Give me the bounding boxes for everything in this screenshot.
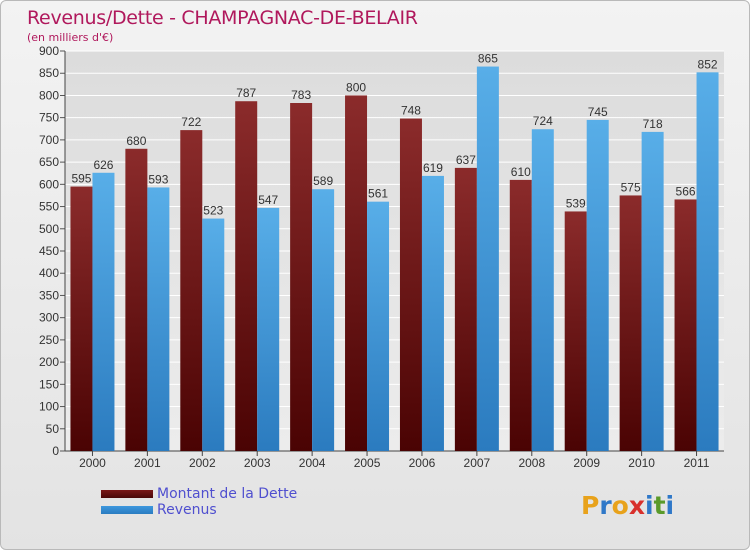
bar-revenue [641, 131, 664, 451]
logo-letter: o [611, 491, 629, 520]
y-tick-label: 400 [39, 266, 59, 280]
data-label: 724 [533, 114, 553, 128]
bar-debt [125, 148, 148, 451]
x-tick-label: 2009 [573, 456, 600, 470]
x-tick-label: 2007 [464, 456, 491, 470]
y-tick-label: 700 [39, 133, 59, 147]
chart-subtitle: (en milliers d'€) [27, 31, 114, 44]
y-tick-label: 300 [39, 311, 59, 325]
data-label: 787 [236, 86, 256, 100]
logo-letter: t [653, 491, 666, 520]
data-label: 619 [423, 161, 443, 175]
x-tick-label: 2001 [134, 456, 161, 470]
bar-debt [454, 167, 477, 451]
bar-revenue [531, 129, 554, 451]
bar-debt [70, 186, 93, 452]
legend-swatch-debt [101, 490, 153, 498]
bar-debt [509, 179, 532, 451]
data-label: 865 [478, 52, 498, 66]
bar-revenue [696, 72, 719, 451]
legend-label-debt: Montant de la Dette [157, 486, 298, 502]
data-label: 722 [181, 115, 201, 129]
x-tick-label: 2006 [409, 456, 436, 470]
bar-revenue [367, 201, 390, 451]
data-label: 593 [148, 172, 168, 186]
y-tick-label: 850 [39, 66, 59, 80]
x-tick-label: 2000 [79, 456, 106, 470]
bar-debt [399, 118, 422, 452]
data-label: 800 [346, 80, 366, 94]
bar-debt [180, 130, 203, 451]
logo-letter: x [628, 491, 645, 520]
y-tick-label: 900 [39, 44, 59, 58]
data-label: 523 [203, 204, 223, 218]
logo-letter: i [645, 491, 654, 520]
bar-revenue [202, 218, 225, 451]
bar-revenue [92, 172, 115, 451]
bar-debt [674, 199, 697, 451]
bar-revenue [147, 187, 170, 451]
data-label: 745 [588, 105, 608, 119]
bar-revenue [476, 66, 499, 452]
data-label: 718 [643, 117, 663, 131]
data-label: 852 [698, 57, 718, 71]
logo-letter: i [665, 491, 675, 520]
bar-debt [235, 101, 258, 451]
bar-revenue [312, 189, 335, 451]
data-label: 680 [126, 134, 146, 148]
y-tick-label: 250 [39, 333, 59, 347]
legend-label-revenue: Revenus [157, 502, 217, 518]
data-label: 626 [93, 158, 113, 172]
proxiti-logo: Proxiti [581, 491, 674, 520]
y-tick-label: 800 [39, 88, 59, 102]
x-tick-label: 2008 [518, 456, 545, 470]
x-tick-label: 2002 [189, 456, 216, 470]
chart-title: Revenus/Dette - CHAMPAGNAC-DE-BELAIR [27, 7, 418, 29]
logo-letter: r [599, 491, 612, 520]
bar-debt [290, 103, 313, 451]
data-label: 566 [676, 184, 696, 198]
data-label: 637 [456, 153, 476, 167]
data-label: 595 [71, 172, 91, 186]
y-tick-label: 100 [39, 400, 59, 414]
x-tick-label: 2004 [299, 456, 326, 470]
y-tick-label: 50 [46, 422, 60, 436]
y-tick-label: 550 [39, 200, 59, 214]
y-tick-label: 0 [52, 444, 59, 458]
y-tick-label: 500 [39, 222, 59, 236]
y-tick-label: 450 [39, 244, 59, 258]
x-tick-label: 2010 [628, 456, 655, 470]
data-label: 783 [291, 88, 311, 102]
y-tick-label: 650 [39, 155, 59, 169]
x-tick-label: 2005 [354, 456, 381, 470]
y-tick-label: 750 [39, 111, 59, 125]
bar-revenue [257, 207, 280, 451]
data-label: 575 [621, 180, 641, 194]
legend-swatch-revenue [101, 506, 153, 514]
bar-debt [345, 95, 368, 451]
bar-revenue [421, 175, 444, 451]
x-tick-label: 2011 [684, 456, 710, 470]
data-label: 561 [368, 187, 388, 201]
bar-debt [619, 195, 642, 451]
data-label: 610 [511, 165, 531, 179]
data-label: 547 [258, 193, 278, 207]
y-tick-label: 350 [39, 288, 59, 302]
bar-debt [564, 211, 587, 451]
bar-revenue [586, 119, 609, 451]
data-label: 539 [566, 196, 586, 210]
y-tick-label: 150 [39, 377, 59, 391]
logo-letter: P [581, 491, 600, 520]
x-tick-label: 2003 [244, 456, 271, 470]
y-tick-label: 600 [39, 177, 59, 191]
data-label: 589 [313, 174, 333, 188]
y-tick-label: 200 [39, 355, 59, 369]
data-label: 748 [401, 104, 421, 118]
